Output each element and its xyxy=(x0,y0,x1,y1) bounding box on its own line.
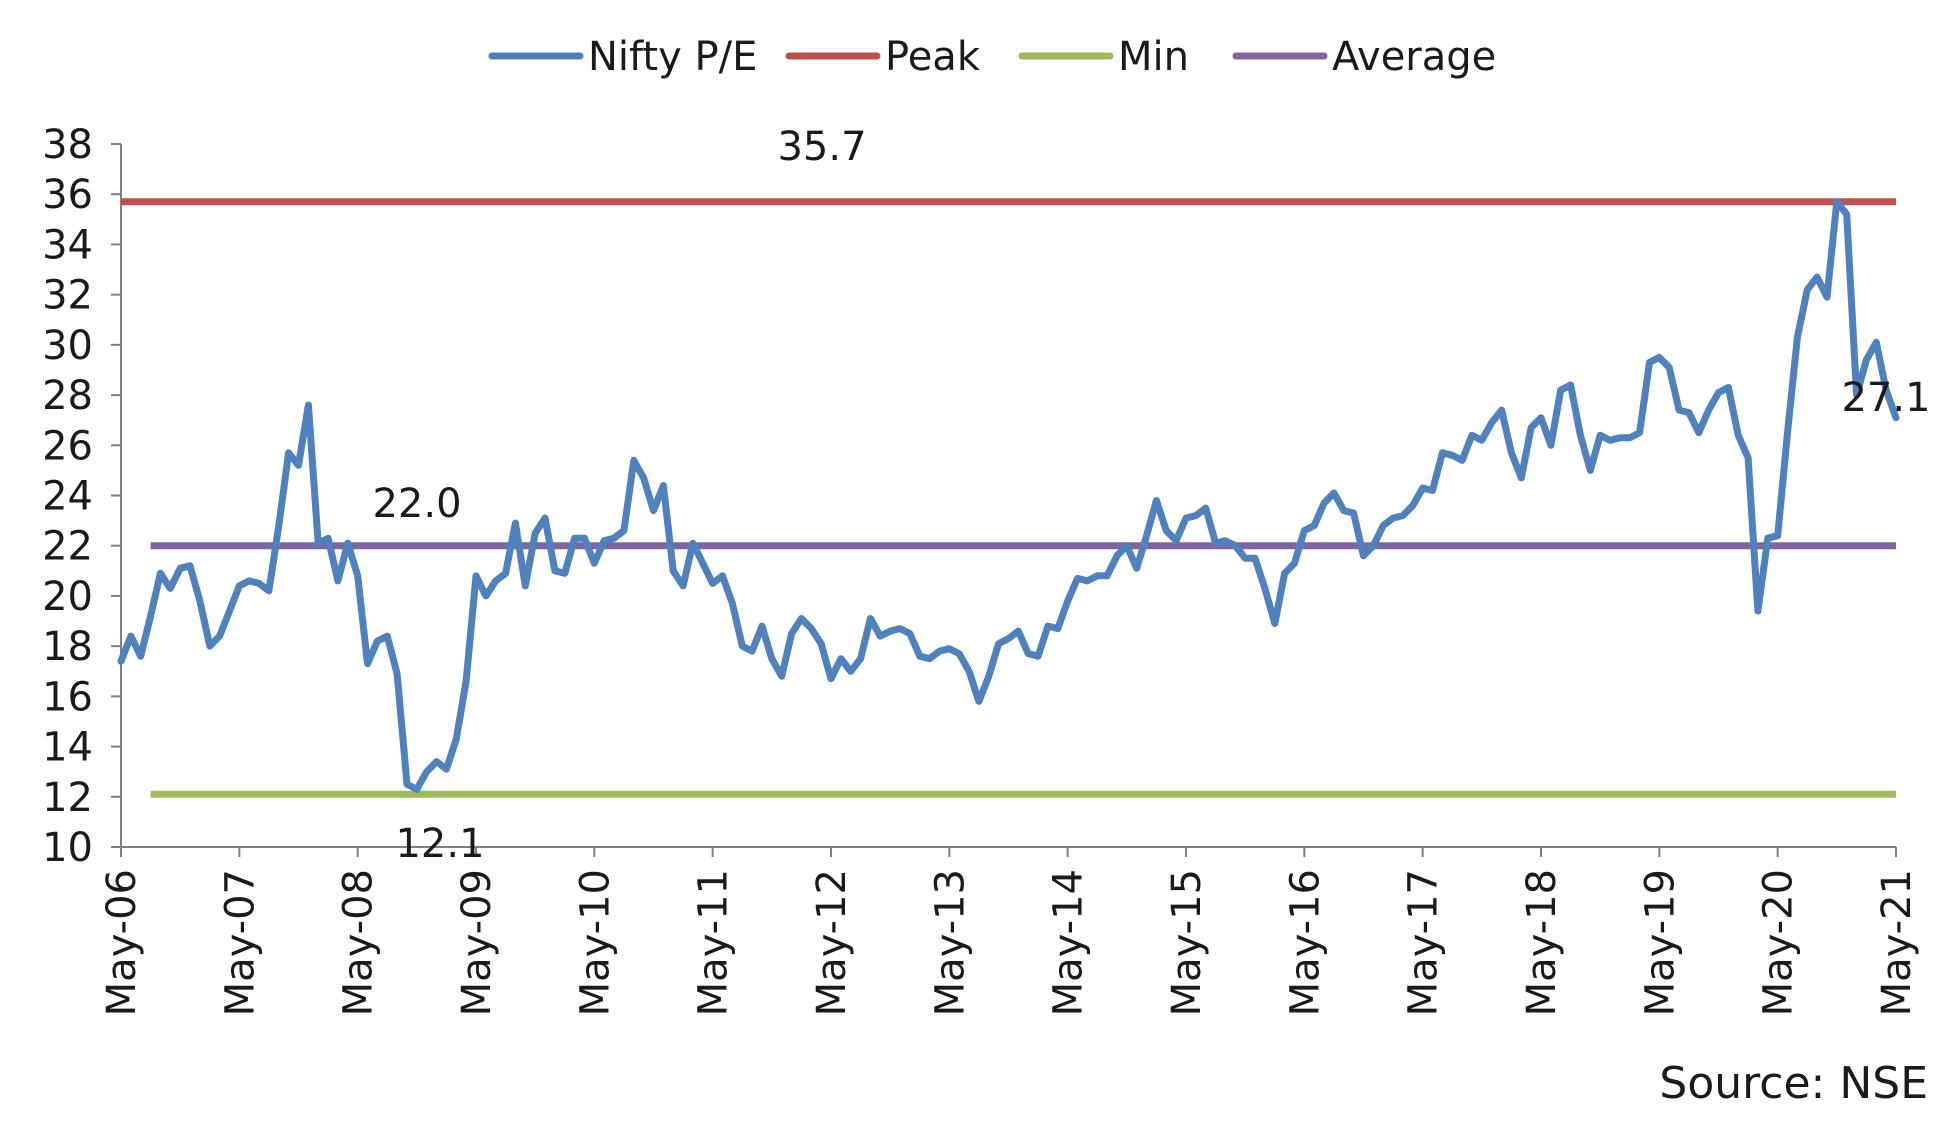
y-tick-label: 24 xyxy=(42,474,93,520)
x-tick-label: May-13 xyxy=(927,869,973,1016)
y-tick-label: 20 xyxy=(42,574,93,620)
legend-label: Peak xyxy=(885,34,981,80)
x-tick-label: May-15 xyxy=(1164,869,1210,1016)
y-tick-label: 12 xyxy=(42,775,93,821)
nifty-pe-series xyxy=(117,198,1900,793)
x-tick-label: May-17 xyxy=(1401,869,1447,1016)
x-tick-label: May-10 xyxy=(572,869,618,1016)
y-tick-label: 14 xyxy=(42,725,93,771)
y-tick-label: 18 xyxy=(42,624,93,670)
y-tick-label: 16 xyxy=(42,674,93,720)
chart-annotations: 35.7 22.0 12.1 27.1 xyxy=(372,124,1930,867)
y-tick-label: 36 xyxy=(42,172,93,218)
data-label: 12.1 xyxy=(395,821,484,867)
x-tick-label: May-19 xyxy=(1637,869,1683,1016)
x-tick-label: May-08 xyxy=(336,869,382,1016)
x-tick-label: May-18 xyxy=(1519,869,1565,1016)
data-label: 35.7 xyxy=(777,124,866,170)
reference-lines xyxy=(121,198,1896,798)
y-tick-label: 28 xyxy=(42,373,93,419)
y-tick-label: 34 xyxy=(42,222,93,268)
y-tick-label: 38 xyxy=(42,122,93,168)
x-tick-label: May-12 xyxy=(809,869,855,1016)
data-label: 22.0 xyxy=(372,481,461,527)
nifty-pe-line xyxy=(117,198,1900,793)
x-tick-label: May-09 xyxy=(454,869,500,1016)
x-tick-label: May-11 xyxy=(691,869,737,1016)
y-tick-label: 32 xyxy=(42,273,93,319)
data-label: 27.1 xyxy=(1841,375,1930,421)
legend: Nifty P/E Peak Min Average xyxy=(488,34,1496,80)
legend-label: Average xyxy=(1332,34,1496,80)
x-tick-label: May-20 xyxy=(1756,869,1802,1016)
y-tick-label: 30 xyxy=(42,323,93,369)
x-tick-label: May-21 xyxy=(1874,869,1920,1016)
x-tick-label: May-14 xyxy=(1046,869,1092,1016)
x-tick-label: May-07 xyxy=(217,869,263,1016)
x-tick-label: May-16 xyxy=(1282,869,1328,1016)
y-tick-label: 22 xyxy=(42,524,93,570)
source-note: Source: NSE xyxy=(1659,1058,1928,1109)
legend-label: Nifty P/E xyxy=(588,34,757,80)
y-tick-label: 10 xyxy=(42,825,93,871)
x-tick-label: May-06 xyxy=(99,869,145,1016)
y-tick-label: 26 xyxy=(42,423,93,469)
legend-label: Min xyxy=(1118,34,1189,80)
